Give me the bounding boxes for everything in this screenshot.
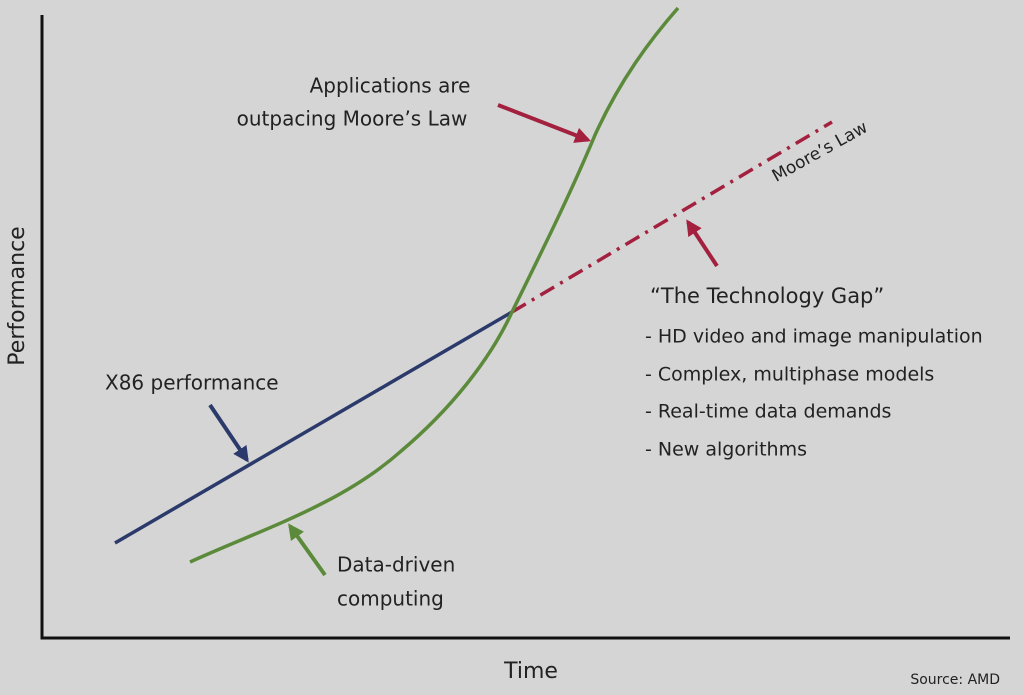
annotation: outpacing Moore’s Law — [237, 107, 468, 131]
annotation: Data-driven — [337, 553, 455, 577]
arrow — [497, 103, 591, 143]
x86-line — [114, 310, 513, 545]
applications-curve — [189, 6, 680, 564]
arrow — [686, 219, 719, 268]
bullet: - Complex, multiphase models — [645, 364, 934, 386]
axes — [40, 15, 1010, 640]
bullet: - New algorithms — [645, 439, 807, 461]
annotation-title: “The Technology Gap” — [650, 284, 884, 308]
y-axis-label: Performance — [5, 226, 30, 365]
source: Source: AMD — [910, 672, 1000, 688]
arrow — [288, 523, 327, 577]
moores-law-line — [511, 120, 833, 314]
arrow — [208, 403, 249, 463]
bullet: - Real-time data demands — [645, 401, 891, 423]
annotation: computing — [337, 587, 444, 611]
annotation: Applications are — [310, 74, 471, 98]
x-axis-label: Time — [503, 659, 558, 684]
annotation: X86 performance — [105, 371, 279, 395]
bullet: - HD video and image manipulation — [645, 326, 983, 348]
